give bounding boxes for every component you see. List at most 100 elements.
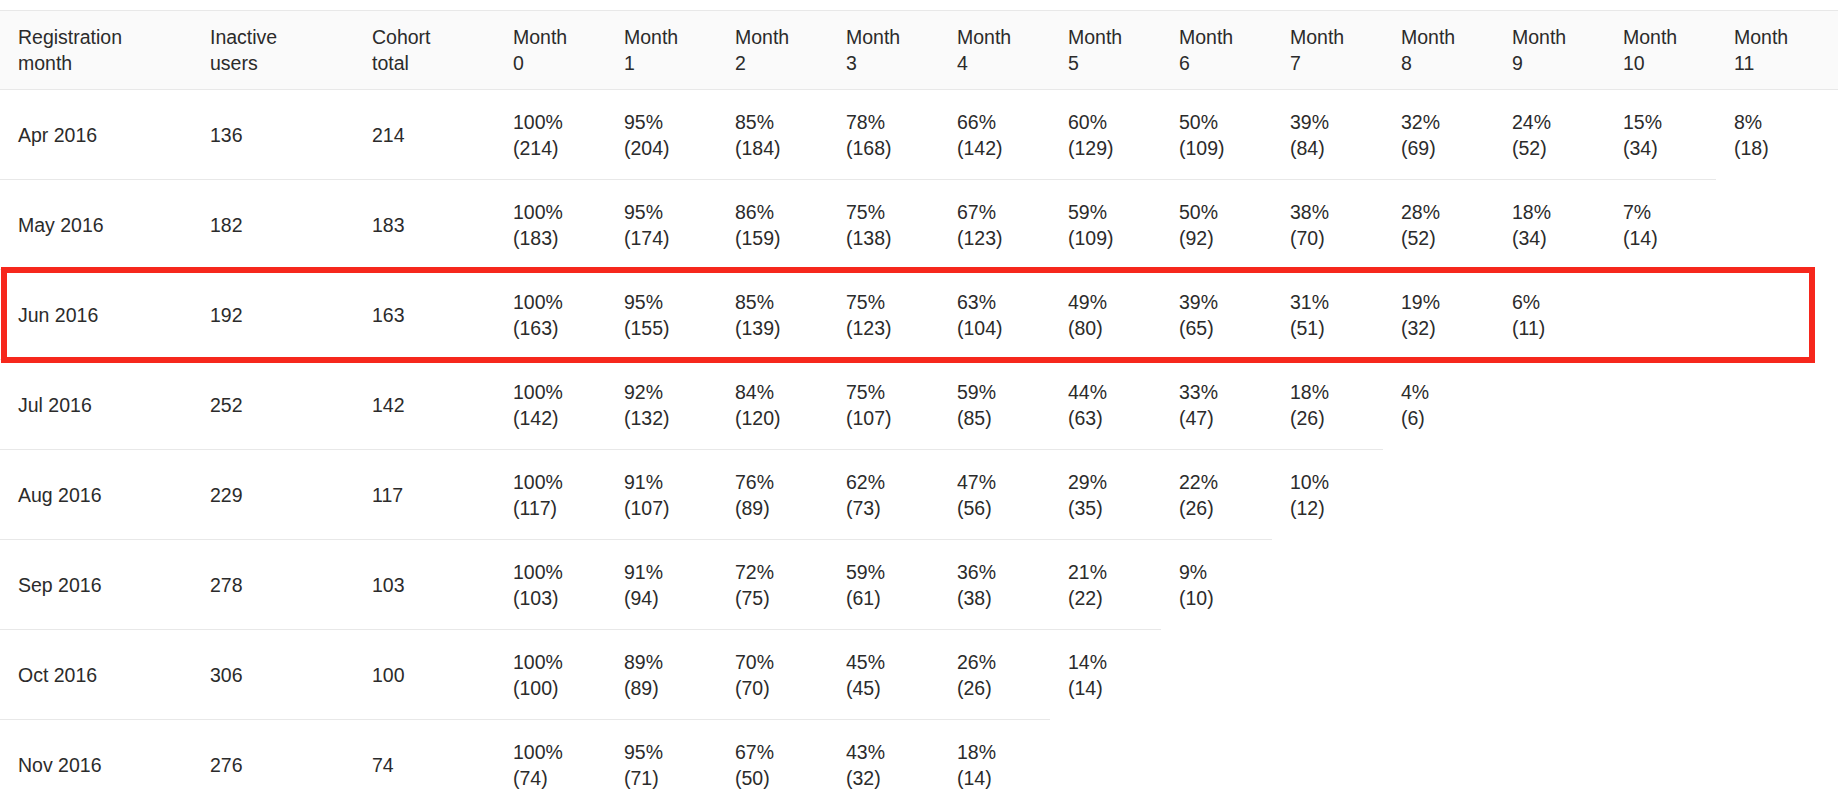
retention-percent: 29% xyxy=(1068,469,1155,495)
retention-count: (32) xyxy=(846,765,933,791)
empty-cell xyxy=(1494,450,1605,540)
retention-count: (34) xyxy=(1623,135,1710,161)
empty-cell xyxy=(1383,720,1494,806)
retention-count: (26) xyxy=(1290,405,1377,431)
retention-cell: 38%(70) xyxy=(1272,180,1383,270)
retention-count: (142) xyxy=(957,135,1044,161)
retention-percent: 60% xyxy=(1068,109,1155,135)
retention-percent: 100% xyxy=(513,739,600,765)
column-header-label: Month xyxy=(624,24,711,50)
column-header-label: 5 xyxy=(1068,50,1155,76)
cohort-total-value: 103 xyxy=(354,540,495,630)
retention-percent: 75% xyxy=(846,379,933,405)
retention-cell: 75%(107) xyxy=(828,360,939,450)
retention-cell: 85%(184) xyxy=(717,90,828,180)
inactive-users-value: 229 xyxy=(192,450,354,540)
table-row: Apr 2016136214100%(214)95%(204)85%(184)7… xyxy=(0,90,1838,180)
retention-percent: 66% xyxy=(957,109,1044,135)
empty-cell xyxy=(1383,540,1494,630)
cohort-total-value: 183 xyxy=(354,180,495,270)
retention-count: (10) xyxy=(1179,585,1266,611)
retention-cell: 95%(174) xyxy=(606,180,717,270)
retention-cell: 75%(138) xyxy=(828,180,939,270)
retention-percent: 39% xyxy=(1179,289,1266,315)
retention-count: (109) xyxy=(1068,225,1155,251)
retention-percent: 67% xyxy=(735,739,822,765)
column-header-label: 8 xyxy=(1401,50,1488,76)
inactive-users-value: 278 xyxy=(192,540,354,630)
retention-count: (12) xyxy=(1290,495,1377,521)
column-header-label: Cohort xyxy=(372,24,489,50)
retention-cell: 72%(75) xyxy=(717,540,828,630)
retention-cell: 18%(26) xyxy=(1272,360,1383,450)
column-header-month-4: Month4 xyxy=(939,11,1050,90)
retention-count: (89) xyxy=(735,495,822,521)
retention-cell: 22%(26) xyxy=(1161,450,1272,540)
retention-cell: 59%(61) xyxy=(828,540,939,630)
retention-count: (52) xyxy=(1512,135,1599,161)
retention-percent: 32% xyxy=(1401,109,1488,135)
table-row: Jun 2016192163100%(163)95%(155)85%(139)7… xyxy=(0,270,1838,360)
table-row: Jul 2016252142100%(142)92%(132)84%(120)7… xyxy=(0,360,1838,450)
retention-count: (109) xyxy=(1179,135,1266,161)
retention-cell: 21%(22) xyxy=(1050,540,1161,630)
retention-percent: 95% xyxy=(624,109,711,135)
retention-count: (85) xyxy=(957,405,1044,431)
retention-count: (107) xyxy=(624,495,711,521)
retention-percent: 100% xyxy=(513,649,600,675)
retention-cell: 9%(10) xyxy=(1161,540,1272,630)
retention-percent: 100% xyxy=(513,199,600,225)
column-header-label: Month xyxy=(1623,24,1710,50)
retention-percent: 70% xyxy=(735,649,822,675)
retention-cell: 75%(123) xyxy=(828,270,939,360)
retention-percent: 8% xyxy=(1734,109,1832,135)
column-header-label: 3 xyxy=(846,50,933,76)
retention-count: (14) xyxy=(1623,225,1710,251)
empty-cell xyxy=(1272,540,1383,630)
retention-cell: 45%(45) xyxy=(828,630,939,720)
empty-cell xyxy=(1605,720,1716,806)
retention-cell: 14%(14) xyxy=(1050,630,1161,720)
retention-count: (69) xyxy=(1401,135,1488,161)
header-row: RegistrationmonthInactiveusersCohorttota… xyxy=(0,11,1838,90)
retention-count: (138) xyxy=(846,225,933,251)
retention-count: (84) xyxy=(1290,135,1377,161)
retention-count: (11) xyxy=(1512,315,1599,341)
retention-cell: 70%(70) xyxy=(717,630,828,720)
retention-count: (71) xyxy=(624,765,711,791)
column-header-inactive-users: Inactiveusers xyxy=(192,11,354,90)
retention-count: (139) xyxy=(735,315,822,341)
retention-cell: 4%(6) xyxy=(1383,360,1494,450)
column-header-label: 1 xyxy=(624,50,711,76)
inactive-users-value: 192 xyxy=(192,270,354,360)
inactive-users-value: 252 xyxy=(192,360,354,450)
retention-percent: 59% xyxy=(1068,199,1155,225)
retention-cell: 8%(18) xyxy=(1716,90,1838,180)
column-header-label: Month xyxy=(1734,24,1832,50)
retention-cell: 28%(52) xyxy=(1383,180,1494,270)
retention-count: (47) xyxy=(1179,405,1266,431)
cohort-total-value: 100 xyxy=(354,630,495,720)
empty-cell xyxy=(1494,630,1605,720)
empty-cell xyxy=(1716,180,1838,270)
empty-cell xyxy=(1605,270,1716,360)
retention-cell: 18%(34) xyxy=(1494,180,1605,270)
column-header-label: Month xyxy=(1068,24,1155,50)
retention-cell: 91%(107) xyxy=(606,450,717,540)
row-label: Oct 2016 xyxy=(0,630,192,720)
retention-count: (22) xyxy=(1068,585,1155,611)
retention-cell: 76%(89) xyxy=(717,450,828,540)
retention-percent: 59% xyxy=(957,379,1044,405)
retention-percent: 76% xyxy=(735,469,822,495)
retention-percent: 67% xyxy=(957,199,1044,225)
column-header-label: Month xyxy=(1179,24,1266,50)
cohort-total-value: 214 xyxy=(354,90,495,180)
retention-count: (142) xyxy=(513,405,600,431)
retention-percent: 50% xyxy=(1179,199,1266,225)
row-label: Apr 2016 xyxy=(0,90,192,180)
retention-count: (117) xyxy=(513,495,600,521)
column-header-label: Month xyxy=(846,24,933,50)
retention-count: (92) xyxy=(1179,225,1266,251)
column-header-label: Month xyxy=(735,24,822,50)
retention-count: (65) xyxy=(1179,315,1266,341)
